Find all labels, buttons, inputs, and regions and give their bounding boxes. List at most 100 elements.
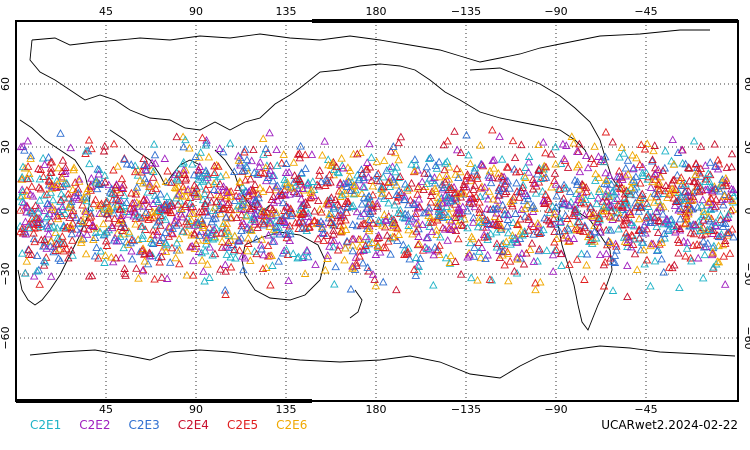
axis-labels: 45 45 90 90 135 135 180 180 −135 −135 −90 −90 −45 −45… bbox=[0, 5, 750, 416]
observation-marker bbox=[670, 260, 679, 269]
observation-marker bbox=[541, 162, 551, 171]
observation-marker bbox=[594, 187, 604, 195]
observation-marker bbox=[216, 172, 225, 180]
observation-marker bbox=[205, 223, 214, 231]
observation-marker bbox=[495, 132, 504, 140]
observation-marker bbox=[650, 213, 660, 222]
observation-marker bbox=[535, 244, 544, 253]
observation-marker bbox=[175, 245, 184, 254]
observation-marker bbox=[620, 194, 629, 203]
observation-marker bbox=[614, 213, 624, 222]
observation-marker bbox=[330, 279, 339, 288]
observation-marker bbox=[148, 186, 157, 194]
observation-marker bbox=[59, 246, 68, 255]
observation-marker bbox=[521, 173, 530, 181]
observation-marker bbox=[505, 183, 514, 192]
observation-marker bbox=[580, 210, 589, 219]
observation-marker bbox=[676, 204, 685, 212]
observation-marker bbox=[174, 169, 184, 178]
observation-marker bbox=[60, 169, 70, 177]
observation-marker bbox=[294, 176, 304, 185]
observation-marker bbox=[422, 162, 432, 171]
observation-marker bbox=[492, 242, 502, 251]
observation-marker bbox=[720, 280, 730, 288]
observation-marker bbox=[190, 221, 200, 229]
observation-marker bbox=[667, 215, 676, 223]
observation-marker bbox=[414, 182, 423, 190]
observation-marker bbox=[102, 209, 112, 218]
observation-marker bbox=[364, 198, 373, 207]
observation-marker bbox=[411, 271, 421, 279]
lon-tick-label-bottom: −45 bbox=[634, 403, 657, 416]
observation-marker bbox=[134, 273, 143, 282]
observation-marker bbox=[34, 164, 43, 173]
observation-marker bbox=[572, 255, 582, 263]
observation-marker bbox=[466, 238, 475, 247]
observation-marker bbox=[427, 227, 437, 236]
observation-marker bbox=[355, 242, 365, 251]
observation-marker bbox=[117, 174, 127, 183]
observation-marker bbox=[661, 181, 671, 189]
observation-marker bbox=[45, 200, 54, 209]
observation-marker bbox=[389, 142, 398, 150]
observation-marker bbox=[644, 172, 653, 181]
observation-marker bbox=[699, 216, 708, 224]
observation-marker bbox=[40, 190, 49, 199]
observation-marker bbox=[379, 182, 388, 191]
observation-marker bbox=[470, 243, 479, 251]
observation-marker bbox=[69, 163, 79, 172]
observation-marker bbox=[247, 156, 256, 165]
observation-marker bbox=[591, 169, 600, 178]
observation-marker bbox=[277, 158, 286, 167]
observation-marker bbox=[372, 170, 382, 179]
observation-marker bbox=[210, 233, 219, 242]
observation-marker bbox=[382, 230, 392, 239]
observation-marker bbox=[574, 217, 584, 225]
observation-marker bbox=[727, 149, 737, 158]
observation-marker bbox=[86, 182, 96, 190]
observation-marker bbox=[570, 175, 580, 184]
observation-marker bbox=[539, 225, 548, 234]
observation-marker bbox=[147, 238, 156, 246]
observation-marker bbox=[74, 188, 83, 197]
observation-marker bbox=[225, 138, 235, 147]
observation-marker bbox=[305, 193, 314, 202]
observation-marker bbox=[494, 214, 504, 222]
observation-marker bbox=[242, 163, 252, 171]
observation-marker bbox=[552, 191, 561, 200]
observation-marker bbox=[452, 145, 462, 154]
observation-marker bbox=[465, 250, 474, 259]
observation-marker bbox=[348, 220, 357, 228]
observation-marker bbox=[203, 259, 212, 268]
observation-marker bbox=[159, 242, 169, 251]
observation-marker bbox=[415, 202, 425, 211]
observation-marker bbox=[190, 188, 199, 197]
observation-marker bbox=[646, 241, 655, 250]
observation-marker bbox=[256, 240, 266, 249]
observation-marker bbox=[17, 175, 27, 183]
observation-marker bbox=[62, 178, 71, 187]
observation-marker bbox=[388, 232, 398, 241]
observation-marker bbox=[642, 139, 652, 148]
observation-marker bbox=[193, 219, 203, 228]
observation-marker bbox=[691, 159, 701, 167]
observation-marker bbox=[333, 211, 343, 220]
observation-marker bbox=[38, 153, 48, 162]
observation-marker bbox=[705, 158, 715, 166]
observation-marker bbox=[218, 204, 227, 213]
observation-marker bbox=[198, 221, 208, 229]
observation-marker bbox=[512, 187, 522, 195]
observation-marker bbox=[306, 188, 315, 197]
observation-marker bbox=[250, 180, 260, 188]
observation-marker bbox=[35, 174, 45, 183]
observation-marker bbox=[607, 212, 616, 221]
observation-marker bbox=[375, 176, 384, 185]
observation-marker bbox=[711, 184, 721, 193]
observation-marker bbox=[548, 267, 558, 275]
observation-marker bbox=[69, 165, 78, 174]
observation-marker bbox=[51, 246, 61, 255]
observation-marker bbox=[475, 208, 484, 217]
observation-marker bbox=[544, 205, 553, 213]
observation-marker bbox=[688, 192, 698, 200]
observation-marker bbox=[150, 274, 159, 283]
